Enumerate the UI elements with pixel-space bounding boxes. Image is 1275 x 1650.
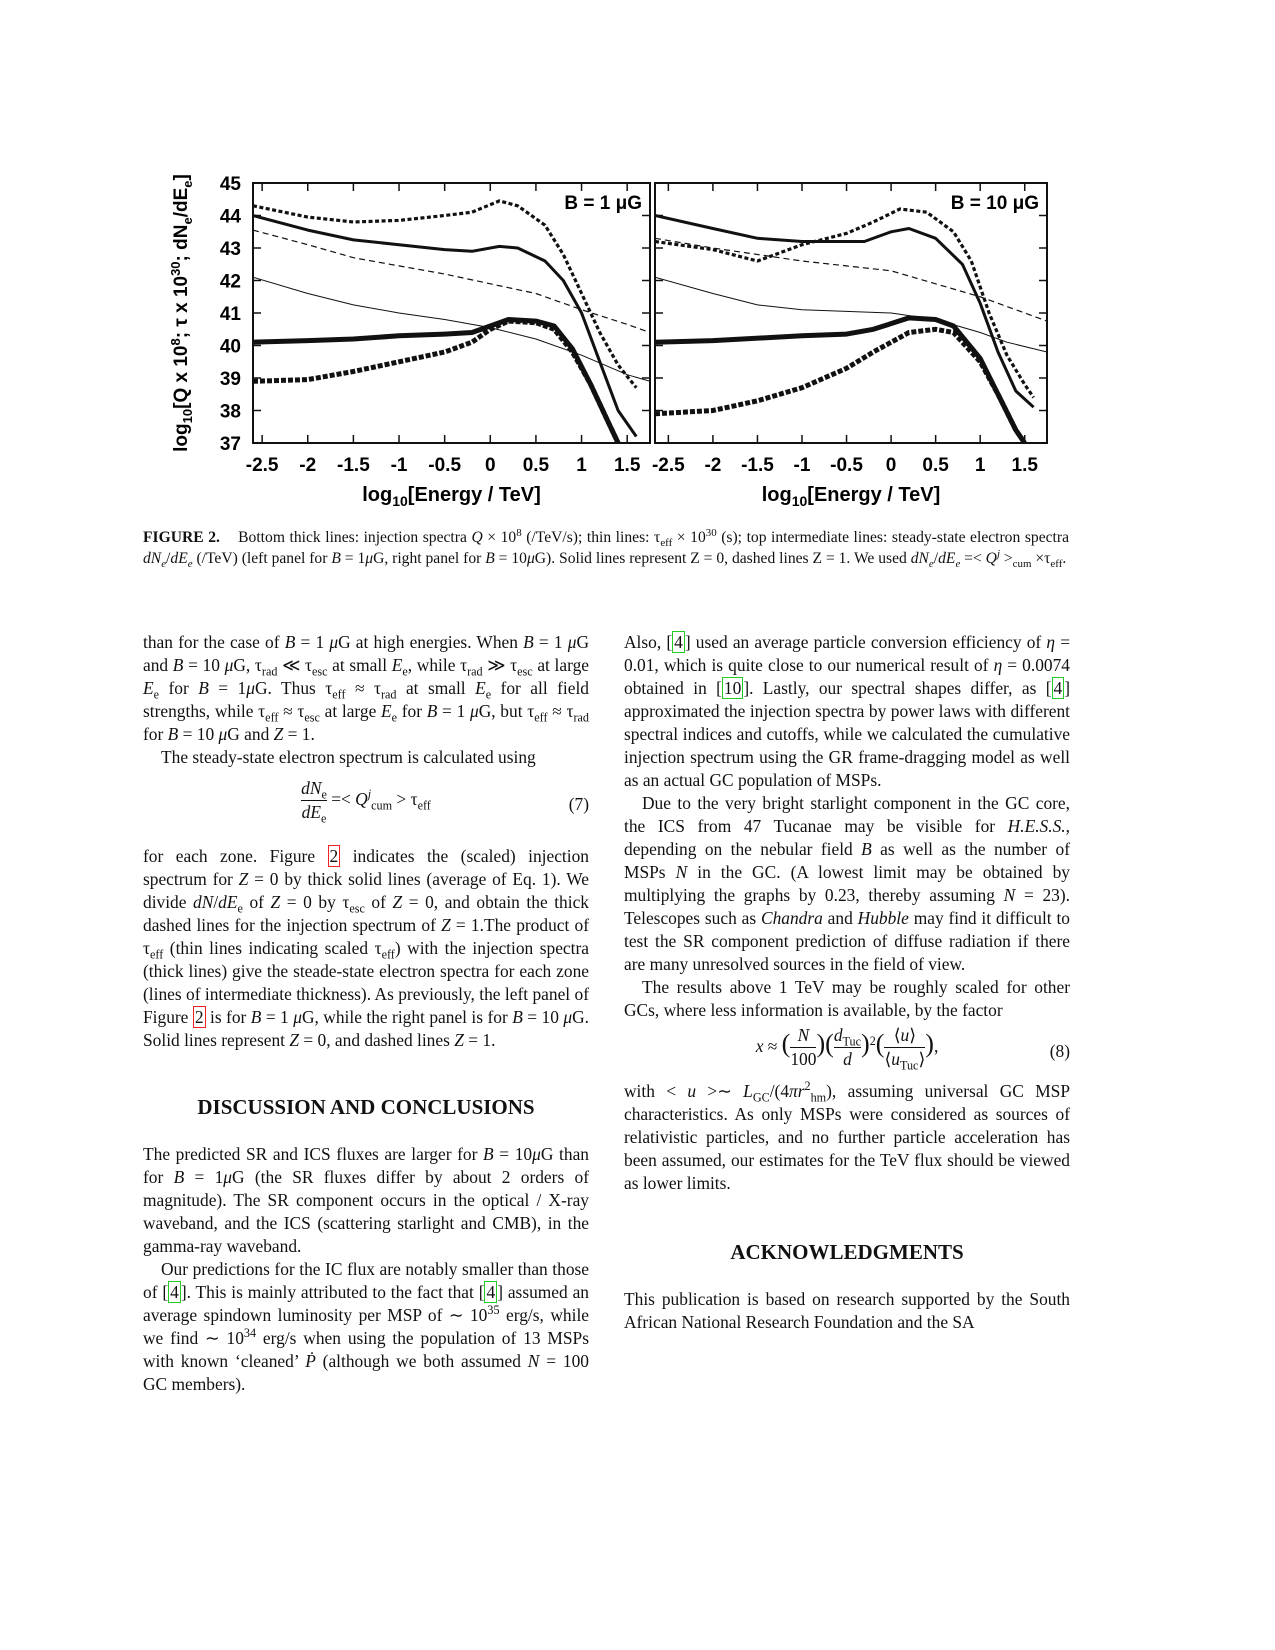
plot-frame bbox=[252, 182, 651, 444]
x-tick-label: 0 bbox=[886, 455, 897, 476]
x-tick-label: -1 bbox=[391, 455, 408, 476]
series-line bbox=[253, 214, 638, 438]
y-tick-label: 45 bbox=[220, 174, 242, 195]
series-line bbox=[253, 199, 638, 389]
paragraph: Due to the very bright starlight compone… bbox=[624, 793, 1070, 974]
series-line bbox=[655, 207, 1035, 399]
paragraph: The results above 1 TeV may be roughly s… bbox=[624, 977, 1070, 1020]
x-tick-label: -2.5 bbox=[246, 455, 279, 476]
x-tick-label: 1.5 bbox=[614, 455, 641, 476]
y-tick-label: 41 bbox=[220, 304, 242, 325]
equation-7: dNe dEe =< Qjcum > τeff (7) bbox=[143, 777, 589, 837]
x-tick-label: 1 bbox=[975, 455, 986, 476]
series-line bbox=[655, 315, 1027, 443]
equation-body: dNe dEe =< Qjcum > τeff bbox=[301, 778, 431, 826]
x-tick-label: -2 bbox=[299, 455, 316, 476]
paragraph: Also, [4] used an average particle conve… bbox=[624, 631, 1070, 790]
panel-title: B = 1 μG bbox=[564, 193, 642, 214]
paragraph: The steady-state electron spectrum is ca… bbox=[161, 747, 536, 767]
section-heading-discussion: DISCUSSION AND CONCLUSIONS bbox=[197, 1095, 535, 1119]
y-tick-label: 37 bbox=[220, 434, 241, 455]
x-tick-label: 0.5 bbox=[922, 455, 949, 476]
paragraph: with < u >∼ LGC/(4πr2hm), assuming unive… bbox=[624, 1079, 1071, 1193]
x-axis-label: log10[Energy / TeV] bbox=[362, 484, 541, 509]
x-axis-label: log10[Energy / TeV] bbox=[762, 484, 941, 509]
equation-number: (8) bbox=[1049, 1041, 1070, 1061]
equation-8: x ≈ (N 100)(dTuc d)2(⟨u⟩ ⟨uTuc⟩), (8) bbox=[624, 1024, 1070, 1076]
left-column: than for the case of B = 1 μG at high en… bbox=[143, 631, 589, 1396]
x-tick-label: -2.5 bbox=[652, 455, 685, 476]
series-line bbox=[655, 214, 1035, 409]
paragraph: Our predictions for the IC flux are nota… bbox=[143, 1259, 590, 1394]
series-line bbox=[253, 276, 650, 382]
paragraph: The predicted SR and ICS fluxes are larg… bbox=[143, 1144, 589, 1256]
series-line bbox=[253, 318, 621, 443]
y-tick-label: 38 bbox=[220, 402, 241, 423]
x-tick-label: -0.5 bbox=[428, 455, 461, 476]
y-tick-label: 44 bbox=[220, 207, 242, 228]
y-tick-label: 40 bbox=[220, 337, 241, 358]
y-tick-label: 42 bbox=[220, 272, 241, 293]
x-tick-label: -2 bbox=[704, 455, 721, 476]
equation-body: x ≈ (N 100)(dTuc d)2(⟨u⟩ ⟨uTuc⟩), bbox=[755, 1025, 939, 1073]
x-tick-label: -1.5 bbox=[337, 455, 370, 476]
series-line bbox=[655, 326, 1027, 443]
figure-label: FIGURE 2. bbox=[143, 529, 220, 546]
y-tick-label: 39 bbox=[220, 369, 241, 390]
panel-title: B = 10 μG bbox=[951, 193, 1039, 214]
y-axis-label: log10[Q x 108; τ x 1030; dNe/dEe] bbox=[168, 174, 195, 452]
equation-number: (7) bbox=[568, 794, 589, 814]
series-line bbox=[253, 229, 650, 334]
right-column: Also, [4] used an average particle conve… bbox=[624, 631, 1070, 1334]
x-tick-label: 1.5 bbox=[1012, 455, 1039, 476]
x-tick-label: -0.5 bbox=[830, 455, 863, 476]
paragraph: This publication is based on research su… bbox=[624, 1289, 1070, 1332]
caption-text: Bottom thick lines: injection spectra Q … bbox=[143, 526, 1069, 571]
x-tick-label: 0.5 bbox=[523, 455, 550, 476]
paragraph: for each zone. Figure 2 indicates the (s… bbox=[143, 845, 589, 1050]
x-tick-label: -1 bbox=[794, 455, 811, 476]
section-heading-acknowledgments: ACKNOWLEDGMENTS bbox=[730, 1240, 964, 1264]
y-tick-label: 43 bbox=[220, 239, 241, 260]
series-line bbox=[655, 237, 1047, 322]
x-tick-label: 1 bbox=[576, 455, 587, 476]
x-tick-label: -1.5 bbox=[741, 455, 774, 476]
figure-caption: FIGURE 2. Bottom thick lines: injection … bbox=[143, 527, 1069, 569]
x-tick-label: 0 bbox=[485, 455, 496, 476]
paragraph: than for the case of B = 1 μG at high en… bbox=[143, 632, 590, 744]
figure-2-chart: 37 38 39 40 41 42 43 44 45 -2.5 -2 -1.5 -1 -0.5 0 0.5 1 1… bbox=[168, 174, 1048, 509]
